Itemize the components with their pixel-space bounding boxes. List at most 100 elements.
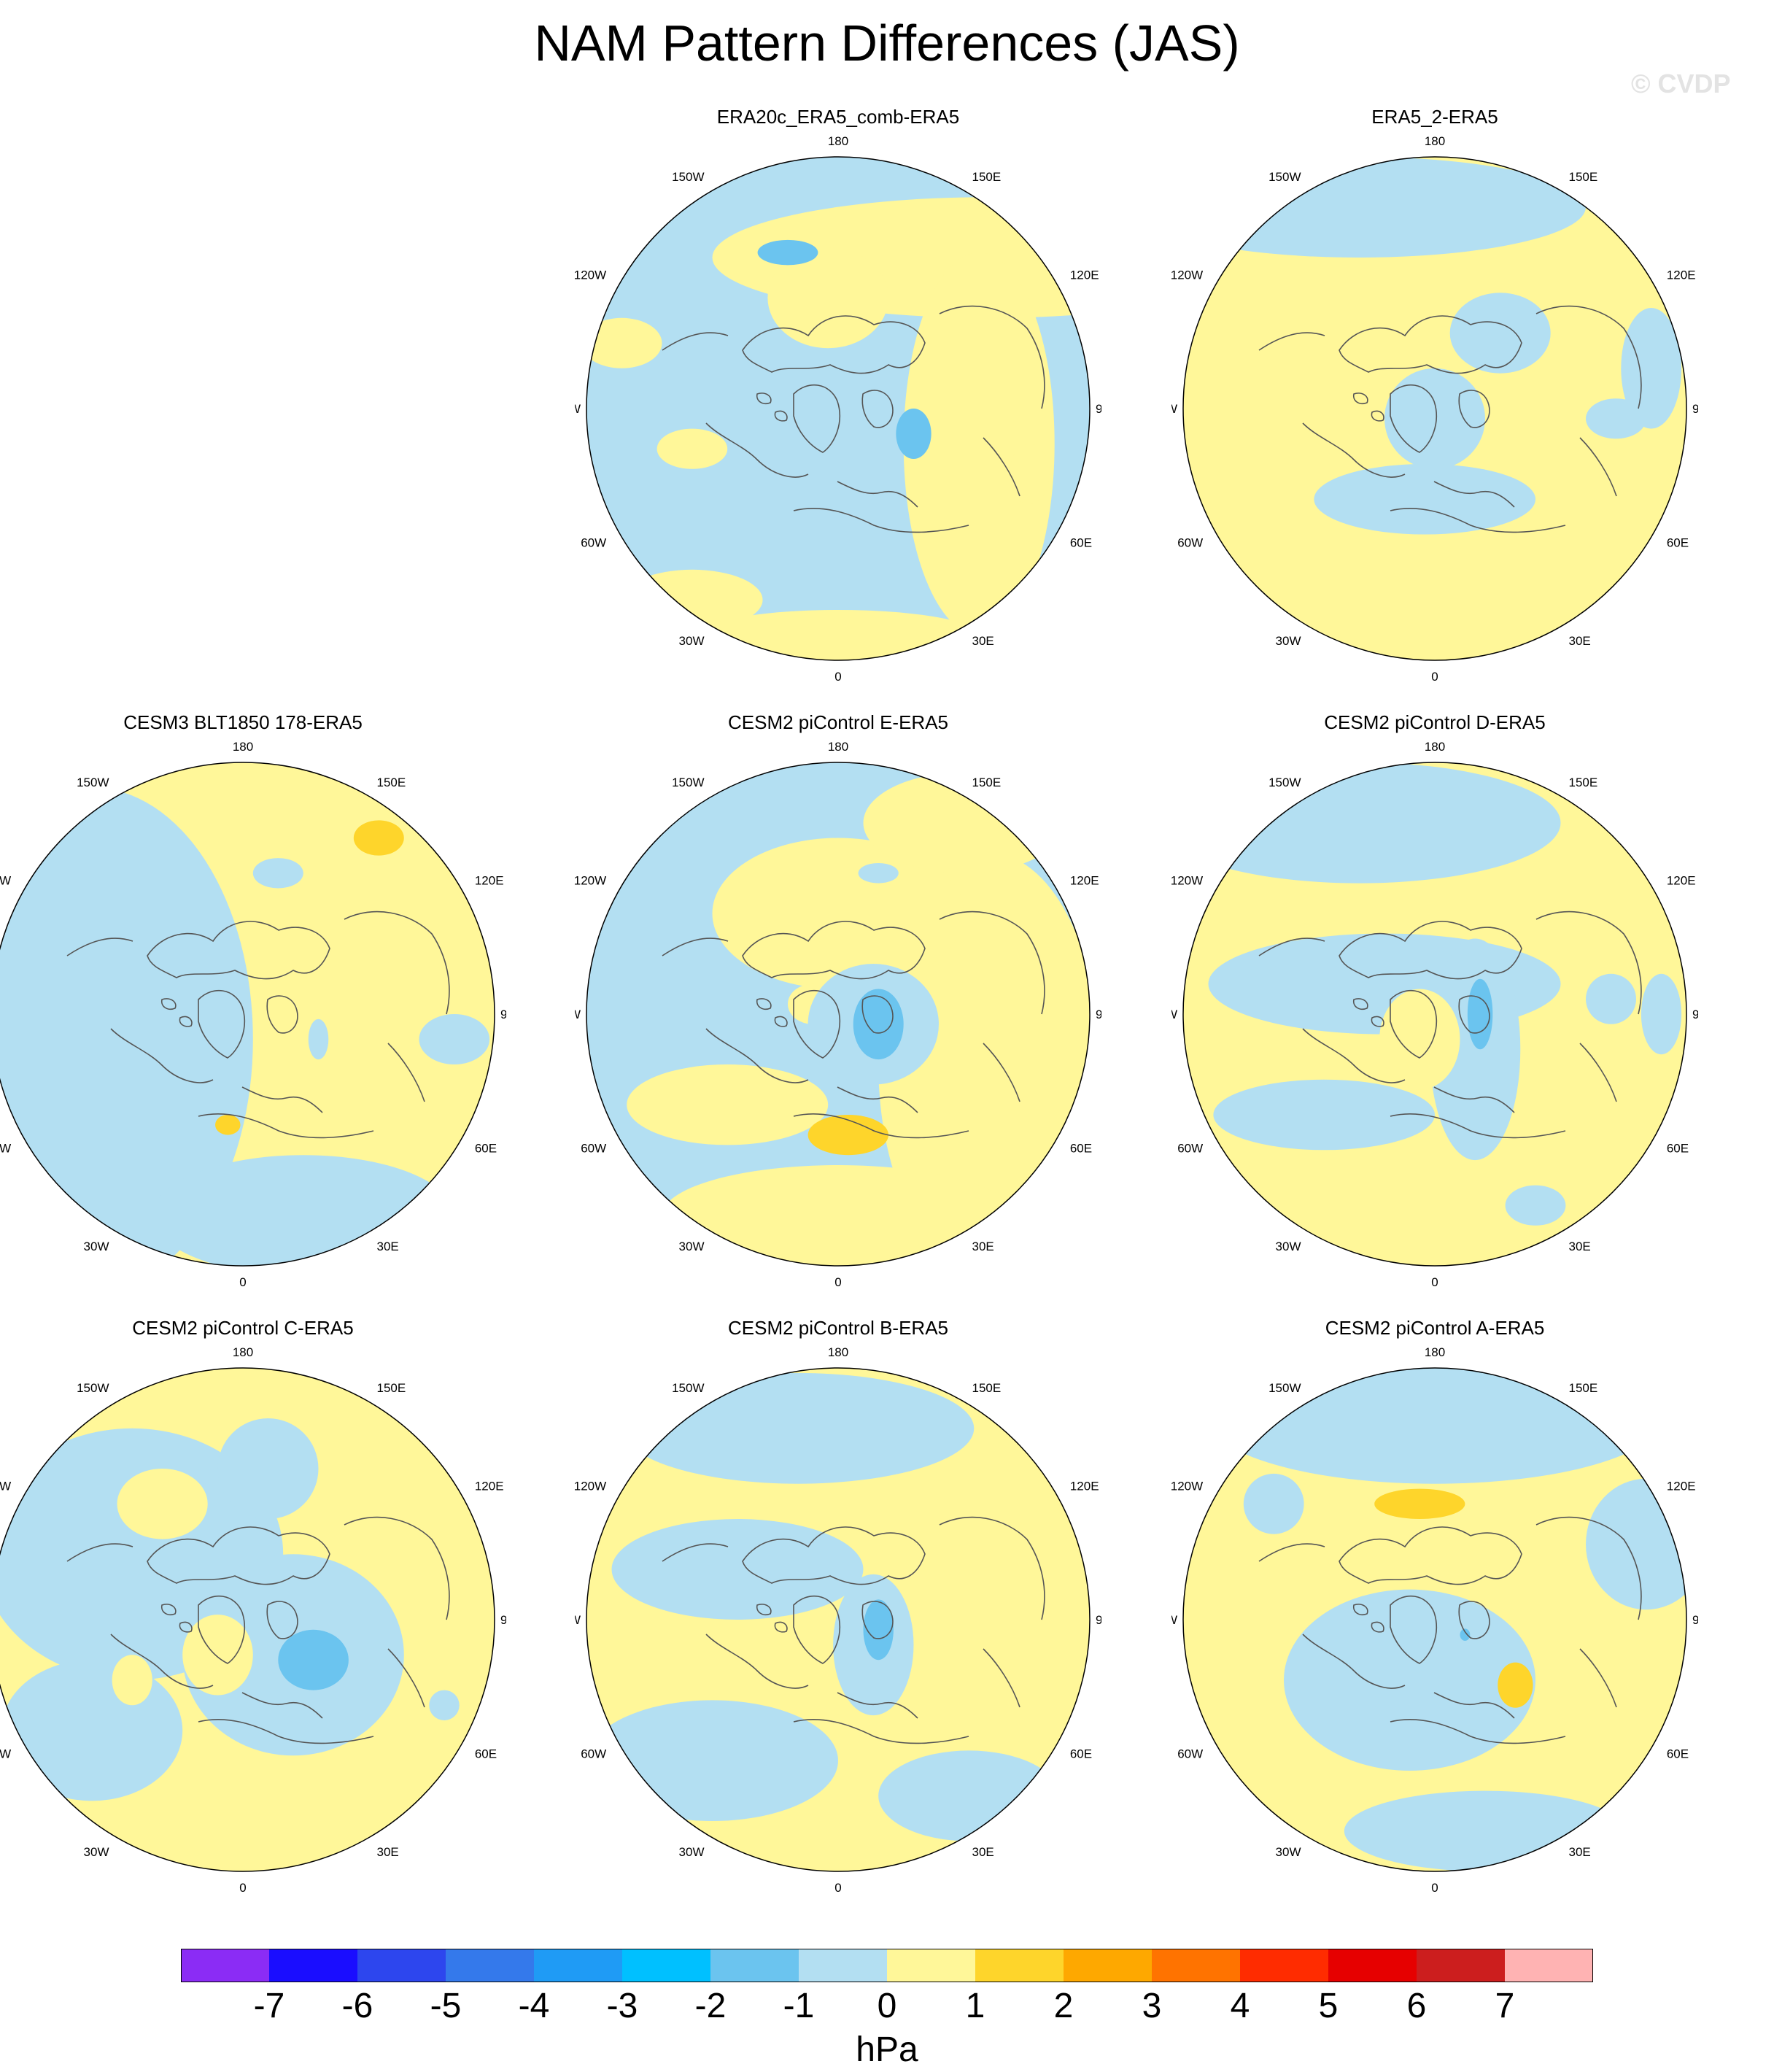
coastline [1302,1634,1406,1689]
anomaly-contour [611,1519,864,1620]
coastline [1458,995,1490,1034]
figure-title: NAM Pattern Differences (JAS) [534,15,1240,71]
coastline [1390,508,1566,533]
coastline [1258,938,1325,956]
coastline [1433,481,1515,508]
colorbar-tick-label: 0 [877,1987,897,2025]
coastline [1371,1016,1384,1027]
coastline [1339,921,1522,980]
anomaly-contour [1379,989,1460,1090]
anomaly-contour [586,317,662,368]
coastline [198,1595,245,1664]
colorbar-segment [1152,1949,1241,1982]
coastline [1390,384,1437,453]
coastline [983,1043,1020,1102]
coastline [147,1526,330,1585]
anomaly-contour [1460,1628,1471,1641]
coastline [756,1604,772,1616]
colorbar-segment [1328,1949,1417,1982]
anomaly-contour [863,772,1065,873]
coastline [837,1692,918,1719]
coastline [241,1692,323,1719]
panel-title: CESM2 piControl B-ERA5 [728,1317,948,1339]
coastline [705,1028,809,1083]
coastline [742,921,926,980]
coastline [983,1648,1020,1708]
panel-title: ERA20c_ERA5_comb-ERA5 [716,106,960,128]
coastline [179,1016,193,1027]
coastline [1579,1648,1617,1708]
colorbar-tick-label: -2 [694,1987,727,2025]
polar-map: 180150E120E90E60E30E030W60W90W120W150W [1171,1345,1698,1895]
coastline [861,390,894,428]
coastline [756,393,772,405]
longitude-label: 90E [1096,402,1101,416]
coastline [774,1621,788,1633]
coastline [1458,390,1490,428]
coastline [344,1516,450,1620]
longitude-label: 0 [239,1275,246,1289]
coastline [742,1526,926,1585]
anomaly-contour [1430,938,1521,1161]
longitude-label: 30W [1276,1240,1301,1253]
anomaly-contour [353,820,404,856]
colorbar-tick-label: 2 [1053,1987,1074,2025]
panel-title: CESM3 BLT1850 178-ERA5 [123,711,363,733]
longitude-label: 150E [377,776,406,789]
polar-map: 180150E120E90E60E30E030W60W90W120W150W [0,740,506,1289]
coastline [1302,422,1406,478]
anomaly-contour [1449,293,1551,374]
longitude-label: 30E [377,1240,399,1253]
longitude-label: 180 [233,1345,253,1359]
anomaly-contour [878,1750,1060,1841]
coastline [837,481,918,508]
map-panel: CESM2 piControl C-ERA5 180 150E 120E 90E 60E 3… [0,1317,506,1922]
coastline [793,1113,969,1139]
longitude-label: 0 [834,670,841,684]
anomaly-contour [767,247,888,349]
longitude-label: 30W [679,1240,705,1253]
longitude-label: 30E [972,1845,994,1859]
longitude-label: 150E [972,170,1002,184]
anomaly-contour [252,858,303,889]
longitude-label: 60W [1177,1747,1203,1761]
longitude-label: 120E [1070,268,1099,282]
anomaly-contour [1344,1790,1627,1871]
anomaly-contour [757,239,818,266]
colorbar-tick-label: 6 [1406,1987,1427,2025]
colorbar-segment [446,1949,535,1982]
coastline [160,1604,177,1616]
longitude-label: 120W [0,1480,11,1493]
coastline [939,911,1045,1015]
anomaly-contour [419,1014,490,1064]
colorbar-tick-label: -3 [606,1987,638,2025]
coastline [1352,998,1368,1010]
colorbar-segment [534,1949,623,1982]
coastlines [662,1516,1045,1744]
colorbar-tick-label: 7 [1495,1987,1515,2025]
polar-map: 180150E120E90E60E30E030W60W90W120W150W [575,1345,1101,1895]
longitude-label: 90E [500,1613,506,1627]
coastline [837,1086,918,1113]
longitude-label: 90W [575,1008,581,1021]
longitude-label: 30W [679,1845,705,1859]
coastline [266,995,298,1034]
anomaly-contour [656,428,728,469]
coastline [1258,332,1325,351]
longitude-label: 30E [1569,1845,1591,1859]
longitude-label: 60W [0,1142,11,1156]
longitude-label: 90W [575,1613,581,1627]
longitude-label: 30W [84,1240,109,1253]
colorbar-tick-label: -1 [783,1987,815,2025]
coastlines [1258,305,1642,533]
coastline [198,989,245,1059]
longitude-label: 150E [1569,776,1598,789]
longitude-label: 90W [1171,1613,1177,1627]
anomaly-contour [112,1655,152,1706]
longitude-label: 150W [77,776,109,789]
anomaly-contour [1641,973,1682,1055]
colorbar-segment [622,1949,711,1982]
anomaly-contour [117,1469,208,1539]
colorbar-segment [357,1949,446,1982]
colorbar-segment [269,1949,358,1982]
